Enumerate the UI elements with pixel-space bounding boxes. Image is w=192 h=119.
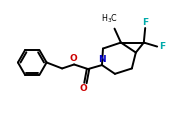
Text: F: F xyxy=(142,18,148,27)
Text: O: O xyxy=(80,84,88,93)
Text: O: O xyxy=(70,54,78,63)
Text: F: F xyxy=(159,42,165,51)
Text: H$_3$C: H$_3$C xyxy=(101,13,118,25)
Text: N: N xyxy=(98,55,106,64)
